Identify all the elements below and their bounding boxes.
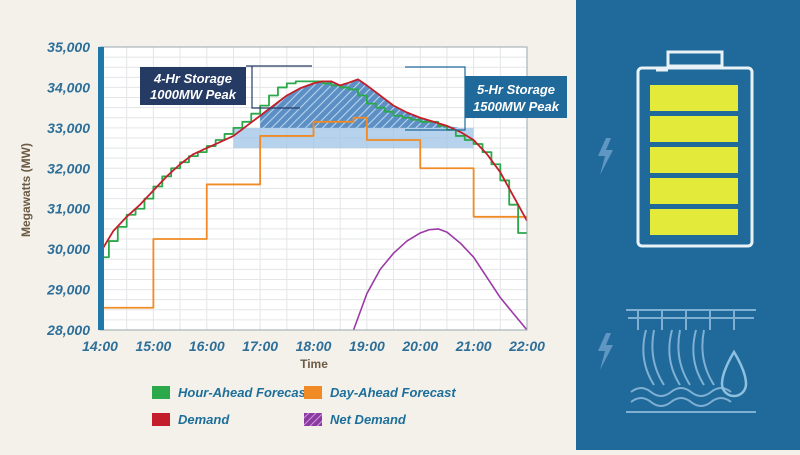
x-tick-label: 14:00 [82,338,118,354]
legend-label-day-ahead: Day-Ahead Forecast [330,385,456,400]
series-line-hour-ahead [100,80,527,259]
x-axis-title: Time [300,357,328,371]
x-tick-label: 19:00 [349,338,385,354]
storage-peak-area [260,79,461,128]
callout-5hr-line1: 5-Hr Storage [477,82,555,97]
y-tick-label: 31,000 [47,201,90,217]
callout-4hr-line1: 4-Hr Storage [153,71,232,86]
callout-4hr-bracket [251,66,300,109]
battery-icon [636,50,754,248]
x-tick-label: 16:00 [189,338,225,354]
y-tick-label: 33,000 [47,120,90,136]
y-tick-label: 32,000 [47,160,90,176]
legend: Hour-Ahead Forecast Day-Ahead Forecast Dem… [152,385,456,427]
y-tick-label: 35,000 [47,39,90,55]
legend-swatch-day-ahead [304,386,322,399]
legend-swatch-hour-ahead [152,386,170,399]
legend-swatch-net-demand [304,413,322,426]
x-tick-label: 21:00 [455,338,492,354]
legend-swatch-demand [152,413,170,426]
legend-label-net-demand: Net Demand [330,412,407,427]
callout-5hr-box [465,76,567,118]
y-axis-title: Megawatts (MW) [19,143,33,237]
legend-label-hour-ahead: Hour-Ahead Forecast [178,385,311,400]
x-tick-label: 22:00 [508,338,545,354]
water-drop-icon [720,349,748,398]
x-tick-label: 18:00 [296,338,332,354]
y-axis-ticks: 28,000 29,000 30,000 31,000 32,000 33,000 34,0… [46,39,90,338]
hydro-dam-icon [626,309,756,413]
lightning-icon [598,333,613,370]
callout-4hr-box [140,67,246,105]
y-tick-label: 34,000 [47,79,90,95]
y-tick-label: 28,000 [46,322,90,338]
legend-label-demand: Demand [178,412,230,427]
series-line-demand [100,78,527,254]
left-axis-bar [98,47,104,330]
storage-band [233,127,474,149]
lightning-icon [598,138,613,175]
x-axis-ticks: 14:00 15:00 16:00 17:00 18:00 19:00 20:00 21:00… [82,338,545,354]
series-line-net-demand [352,228,527,330]
y-tick-label: 29,000 [46,282,90,298]
x-tick-label: 20:00 [401,338,438,354]
callout-4hr-line2: 1000MW Peak [150,87,237,102]
callout-5hr-bracket [405,66,466,131]
series-layer [100,78,527,330]
side-panel [576,0,800,450]
series-line-day-ahead [100,116,527,309]
x-tick-label: 17:00 [242,338,278,354]
x-tick-label: 15:00 [135,338,171,354]
callout-5hr-line2: 1500MW Peak [473,99,560,114]
side-panel-art [598,50,756,413]
y-tick-label: 30,000 [47,241,90,257]
storage-layer [233,79,474,149]
